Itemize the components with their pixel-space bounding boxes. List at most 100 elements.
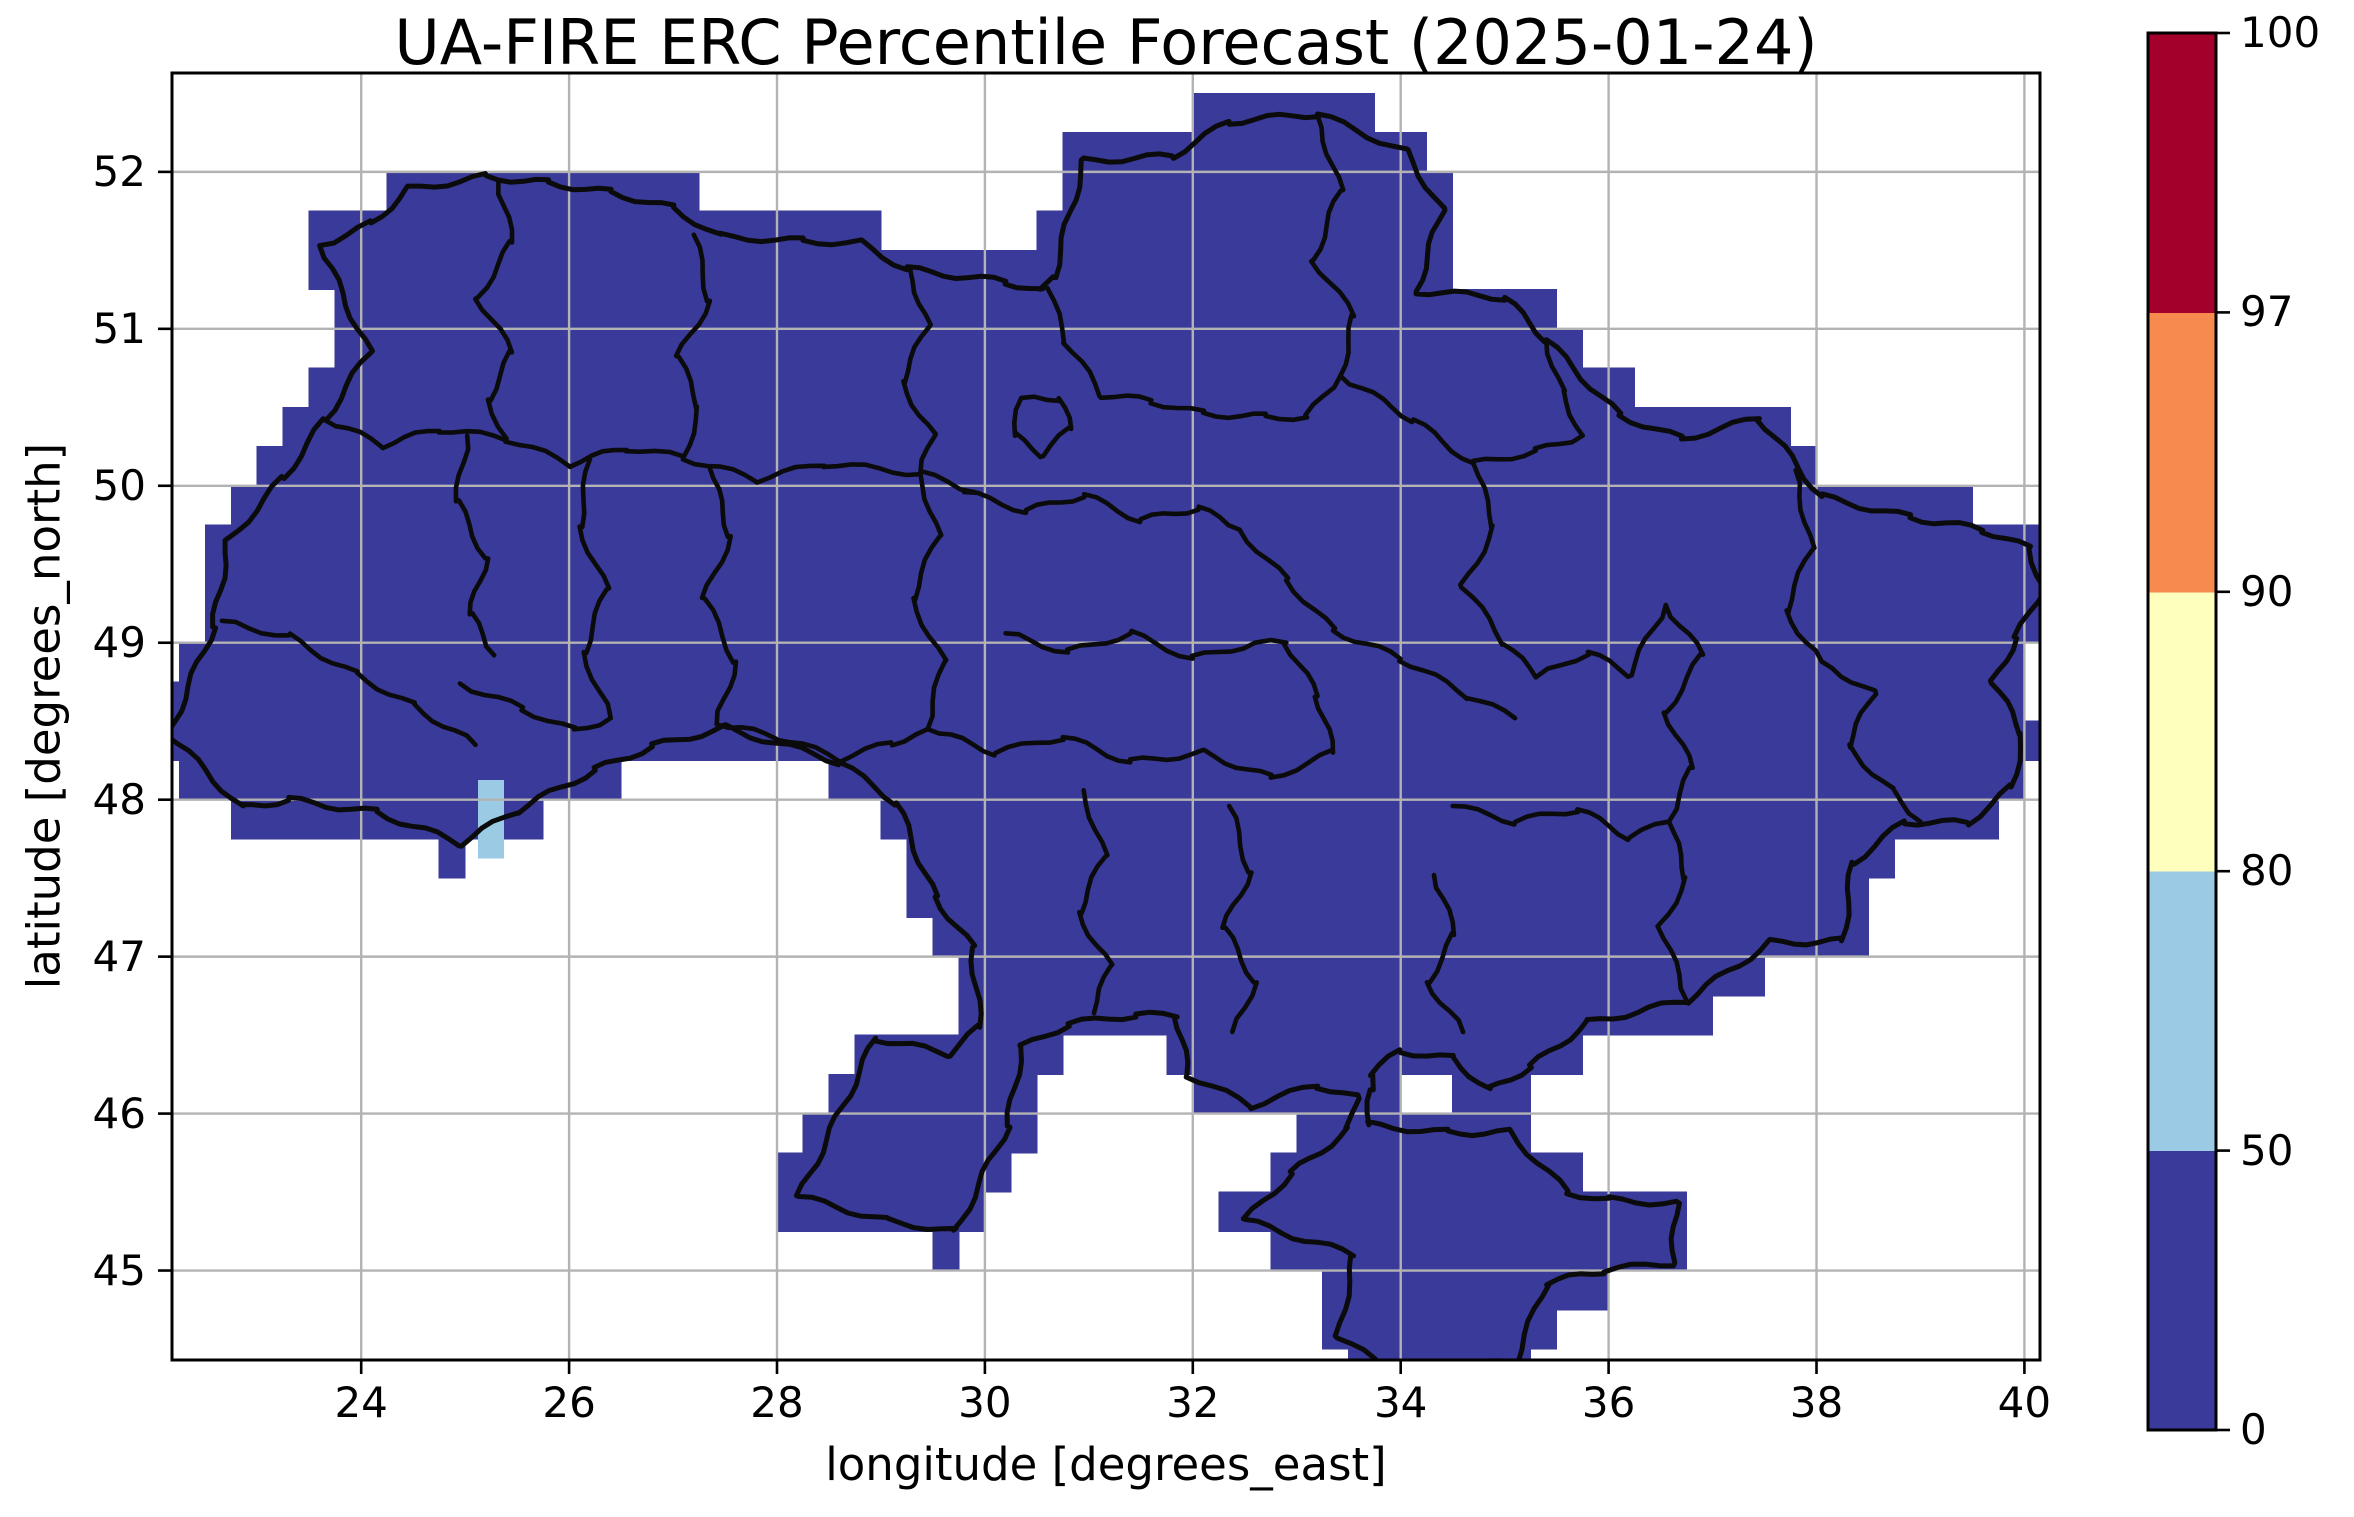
- raster-cell: [308, 759, 336, 801]
- raster-cell: [1114, 132, 1142, 173]
- raster-cell: [1218, 367, 1246, 408]
- raster-cell: [1374, 563, 1402, 604]
- raster-cell: [1400, 681, 1428, 722]
- raster-cell: [776, 406, 804, 448]
- raster-cell: [1192, 328, 1220, 369]
- raster-cell: [1582, 956, 1610, 997]
- raster-cell: [932, 485, 960, 526]
- raster-cell: [1348, 171, 1376, 212]
- raster-cell: [594, 289, 622, 330]
- raster-cell: [1374, 877, 1402, 918]
- raster-cell: [438, 406, 466, 448]
- raster-cell: [1400, 171, 1428, 212]
- raster-cell: [1504, 877, 1532, 918]
- raster-cell: [1114, 289, 1142, 330]
- raster-cell: [958, 249, 986, 291]
- raster-cell: [1374, 171, 1402, 212]
- raster-cell: [1270, 249, 1298, 291]
- raster-cell: [1166, 524, 1194, 565]
- raster-cell: [334, 681, 362, 722]
- raster-cell: [1400, 406, 1428, 448]
- raster-cell: [1270, 289, 1298, 330]
- raster-cell: [1036, 799, 1064, 840]
- raster-cell: [1244, 92, 1272, 134]
- raster-cell: [1608, 838, 1636, 879]
- raster-cell: [1374, 1309, 1402, 1350]
- raster-cell: [1504, 602, 1532, 644]
- raster-cell: [1244, 681, 1272, 722]
- raster-cell: [204, 642, 232, 683]
- raster-cell: [1036, 1034, 1064, 1075]
- raster-cell: [1296, 1113, 1324, 1154]
- raster-cell: [620, 681, 648, 722]
- raster-cell: [1192, 799, 1220, 840]
- raster-cell: [1919, 602, 1947, 644]
- raster-cell: [1088, 524, 1116, 565]
- raster-cell: [1660, 563, 1688, 604]
- oblast-boundary-line: [1458, 461, 1539, 680]
- chart-title: UA-FIRE ERC Percentile Forecast (2025-01…: [394, 6, 1818, 79]
- oblast-boundary-line: [1819, 659, 1923, 824]
- oblast-boundary-line: [457, 681, 613, 732]
- raster-cell: [646, 642, 674, 683]
- oblast-boundary-line: [1543, 337, 1585, 438]
- raster-cell: [516, 446, 544, 487]
- raster-cell: [464, 210, 492, 251]
- raster-cell: [1452, 1348, 1480, 1360]
- raster-cell: [1582, 720, 1610, 761]
- raster-cell: [1218, 171, 1246, 212]
- raster-cell: [412, 602, 440, 644]
- raster-cell: [1530, 485, 1558, 526]
- raster-cell: [1270, 524, 1298, 565]
- raster-cell: [1192, 956, 1220, 997]
- raster-cell: [1452, 916, 1480, 958]
- raster-cell: [958, 446, 986, 487]
- raster-cell: [1140, 563, 1168, 604]
- raster-cell: [1764, 563, 1792, 604]
- raster-cell: [1244, 759, 1272, 801]
- raster-cell: [1348, 956, 1376, 997]
- x-tick-label: 32: [1166, 1378, 1220, 1427]
- raster-cell: [1348, 328, 1376, 369]
- raster-cell: [568, 328, 596, 369]
- raster-cell: [1374, 838, 1402, 879]
- raster-cell: [1712, 563, 1740, 604]
- raster-cell: [958, 563, 986, 604]
- raster-cell: [1062, 563, 1090, 604]
- raster-cell: [1010, 681, 1038, 722]
- raster-cell: [1348, 406, 1376, 448]
- raster-cell: [1686, 524, 1714, 565]
- raster-cell: [750, 328, 778, 369]
- raster-cell: [360, 524, 388, 565]
- raster-cell: [412, 249, 440, 291]
- raster-cell: [1816, 485, 1843, 526]
- raster-cell: [1426, 524, 1454, 565]
- raster-cell: [1218, 210, 1246, 251]
- raster-cell: [802, 367, 830, 408]
- raster-cell: [828, 602, 856, 644]
- raster-cell: [1270, 681, 1298, 722]
- raster-cell: [1400, 1309, 1428, 1350]
- raster-cell: [1893, 602, 1921, 644]
- raster-cell: [1036, 956, 1064, 997]
- raster-cell: [750, 289, 778, 330]
- x-tick-label: 26: [542, 1378, 596, 1427]
- raster-cell: [256, 759, 284, 801]
- raster-cell: [1192, 838, 1220, 879]
- raster-cell: [1634, 485, 1662, 526]
- raster-cell: [1686, 406, 1714, 448]
- raster-cell: [854, 249, 882, 291]
- raster-cell: [672, 249, 700, 291]
- raster-cell: [1634, 838, 1662, 879]
- raster-cell: [1478, 1270, 1506, 1311]
- raster-cell: [1738, 563, 1766, 604]
- raster-cell: [1322, 524, 1350, 565]
- raster-cell: [1270, 446, 1298, 487]
- raster-cell: [386, 446, 414, 487]
- raster-cell: [1400, 524, 1428, 565]
- raster-cell: [1088, 289, 1116, 330]
- raster-cell: [308, 720, 336, 761]
- raster-cell: [750, 563, 778, 604]
- raster-cell: [1919, 524, 1947, 565]
- raster-cell: [1971, 524, 1999, 565]
